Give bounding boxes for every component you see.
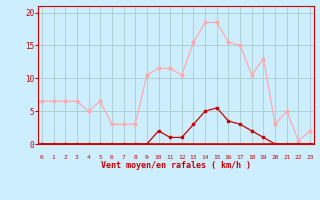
- X-axis label: Vent moyen/en rafales ( km/h ): Vent moyen/en rafales ( km/h ): [101, 161, 251, 170]
